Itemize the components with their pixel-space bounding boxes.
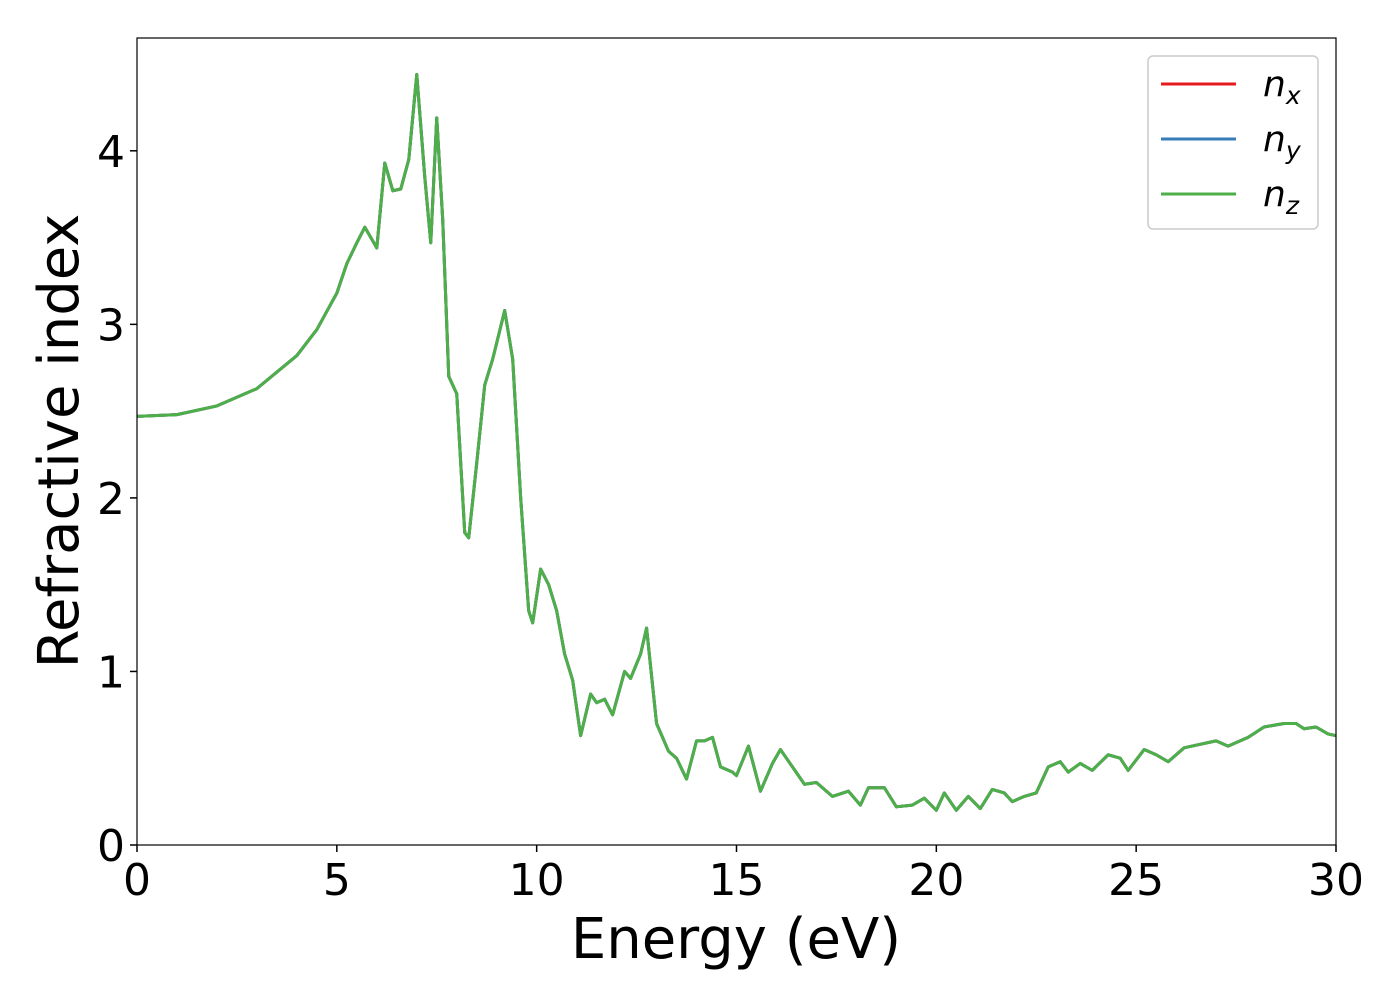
line xyxy=(136,72,1337,812)
x-axis-label: Energy (eV) xyxy=(571,907,901,972)
legend-label: nx xyxy=(1263,64,1301,110)
legend: nx ny nz xyxy=(1147,55,1319,230)
legend-label: nz xyxy=(1263,174,1300,220)
y-tick-label: 2 xyxy=(97,474,125,525)
x-tick-label: 10 xyxy=(509,855,565,906)
y-axis-label: Refractive index xyxy=(27,214,92,669)
x-tick-label: 0 xyxy=(123,855,151,906)
x-tick-label: 15 xyxy=(709,855,765,906)
plot-frame xyxy=(136,37,1337,846)
y-tick-label: 1 xyxy=(97,647,125,698)
y-tick-label: 3 xyxy=(97,300,125,351)
x-tick-label: 25 xyxy=(1108,855,1164,906)
legend-box xyxy=(1147,55,1319,230)
x-tick-label: 20 xyxy=(908,855,964,906)
legend-label: ny xyxy=(1263,119,1302,165)
x-tick-label: 5 xyxy=(323,855,351,906)
y-tick-label: 4 xyxy=(97,127,125,178)
x-tick-label: 30 xyxy=(1308,855,1364,906)
y-tick-label: 0 xyxy=(97,821,125,872)
